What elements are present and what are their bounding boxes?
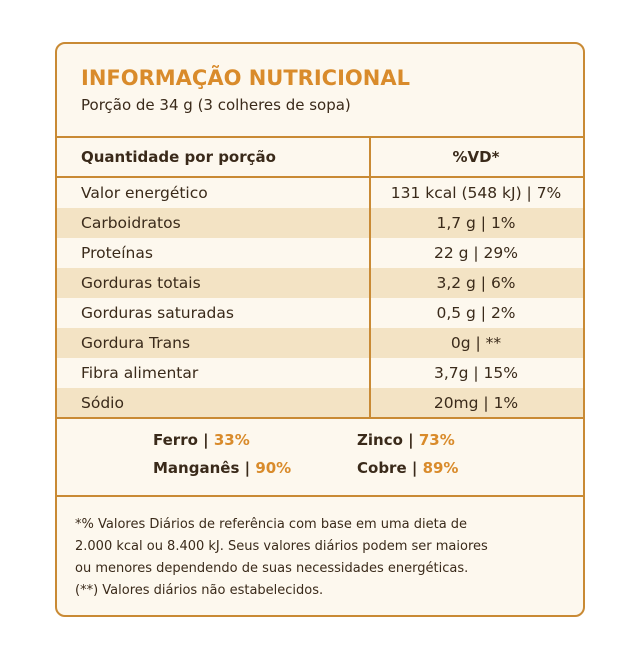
amount: 131 kcal (548 kJ) | 7% [390,184,562,202]
mineral: Ferro | 33% [153,431,250,449]
mineral-name: Manganês | [153,459,251,477]
table-row: Gorduras totais 3,2 g | 6% [57,268,583,298]
rows: Valor energético 131 kcal (548 kJ) | 7% Ca… [57,178,583,418]
mineral-value: 90% [255,459,292,477]
mineral: Manganês | 90% [153,459,291,477]
table-row: Gorduras saturadas 0,5 g | 2% [57,298,583,328]
nutrient: Gordura Trans [81,334,191,352]
table-row: Proteínas 22 g | 29% [57,238,583,268]
title: INFORMAÇÃO NUTRICIONAL [81,66,410,90]
divider [369,138,371,418]
amount: 0,5 g | 2% [436,304,516,322]
amount: 0g | ** [450,334,502,352]
amount: 3,7g | 15% [433,364,519,382]
amount: 22 g | 29% [433,244,519,262]
amount: 1,7 g | 1% [436,214,516,232]
mineral-value: 73% [418,431,455,449]
note-line: *% Valores Diários de referência com bas… [75,517,468,532]
nutrient: Carboidratos [81,214,181,232]
mineral: Zinco | 73% [357,431,455,449]
nutrient: Proteínas [81,244,153,262]
mineral-name: Cobre | [357,459,418,477]
amount: 3,2 g | 6% [436,274,516,292]
nutrient: Gorduras totais [81,274,201,292]
subtitle: Porção de 34 g (3 colheres de sopa) [81,96,351,114]
minerals: Ferro | 33% Zinco | 73% Manganês | 90% Cobr… [57,417,583,497]
note-line: 2.000 kcal ou 8.400 kJ. Seus valores diá… [75,539,488,554]
amount: 20mg | 1% [433,394,519,412]
header-row: Quantidade por porção %VD* [57,138,583,178]
table-row: Gordura Trans 0g | ** [57,328,583,358]
mineral-name: Zinco | [357,431,414,449]
nutrition-table: Quantidade por porção %VD* Valor energét… [57,136,583,418]
nutrient: Fibra alimentar [81,364,199,382]
note-line: (**) Valores diários não estabelecidos. [75,583,324,598]
nutrient: Gorduras saturadas [81,304,234,322]
mineral-name: Ferro | [153,431,209,449]
nutrition-card: INFORMAÇÃO NUTRICIONAL Porção de 34 g (3… [55,42,585,617]
nutrient: Sódio [81,394,124,412]
nutrient: Valor energético [81,184,208,202]
mineral: Cobre | 89% [357,459,458,477]
note-line: ou menores dependendo de suas necessidad… [75,561,469,576]
column-header: Quantidade por porção [81,148,276,166]
table-row: Carboidratos 1,7 g | 1% [57,208,583,238]
notes: *% Valores Diários de referência com bas… [75,514,488,602]
table-row: Sódio 20mg | 1% [57,388,583,418]
table-row: Fibra alimentar 3,7g | 15% [57,358,583,388]
mineral-value: 89% [422,459,459,477]
mineral-value: 33% [213,431,250,449]
column-header: %VD* [452,148,500,166]
table-row: Valor energético 131 kcal (548 kJ) | 7% [57,178,583,208]
